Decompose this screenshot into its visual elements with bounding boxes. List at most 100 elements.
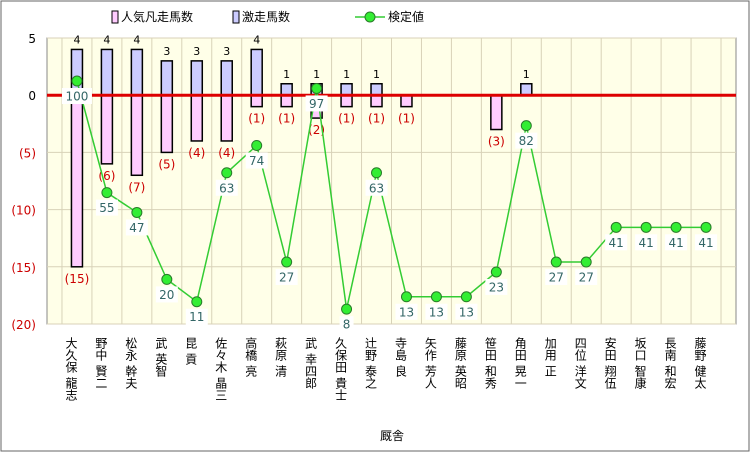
- x-tick-label: 萩原 清: [274, 337, 288, 378]
- point-label: 23: [489, 280, 504, 294]
- bar-label-popular: (1): [398, 112, 415, 126]
- bar-label-upset: 3: [193, 45, 200, 58]
- line-point: [580, 256, 592, 268]
- bar-upset: [370, 83, 383, 96]
- bar-label-upset: 3: [223, 45, 230, 58]
- line-point: [520, 120, 532, 132]
- legend-line-point: [364, 11, 376, 23]
- bar-label-popular: (1): [248, 112, 265, 126]
- point-label-bg: [635, 234, 658, 251]
- x-tick-label: 寺島 良: [393, 337, 407, 378]
- line-point: [131, 206, 143, 218]
- point-label: 41: [609, 236, 624, 250]
- line-point: [430, 291, 442, 303]
- point-label-bg: [485, 278, 508, 295]
- grid: [47, 37, 736, 325]
- x-tick-label: 高橋 亮: [244, 336, 258, 377]
- point-label: 27: [579, 271, 594, 285]
- bar-upset: [250, 48, 263, 96]
- line-path: [76, 80, 707, 310]
- point-label-bg: [575, 269, 598, 286]
- bar-labels: (15)4(6)4(7)4(5)3(4)3(4)3(1)4(1)1(2)1(1)…: [65, 33, 530, 285]
- x-tick-label: 長南 和宏: [663, 337, 677, 390]
- line-point: [341, 303, 353, 315]
- y-tick-label: (5): [19, 146, 36, 160]
- line-point: [670, 221, 682, 233]
- point-label-bg: [545, 269, 568, 286]
- point-label-bg: [339, 316, 354, 333]
- bar-label-popular: (3): [488, 135, 505, 149]
- bar-label-popular: (7): [128, 180, 145, 194]
- bar-label-popular: (2): [308, 123, 325, 137]
- line-point: [371, 167, 383, 179]
- bar-label-upset: 1: [343, 68, 350, 81]
- bar-popular: [280, 94, 293, 108]
- x-tick-label: 昆 貢: [184, 337, 198, 366]
- point-label-bg: [665, 234, 688, 251]
- x-tick-label: 武 英智: [154, 337, 168, 378]
- x-tick-label: 武 幸四郎: [304, 337, 318, 389]
- bar-upset: [100, 48, 114, 96]
- point-label: 27: [279, 271, 294, 285]
- x-tick-label: 矢作 芳人: [423, 337, 437, 389]
- x-tick-label: 角田 晃一: [513, 337, 527, 389]
- line-point: [221, 167, 233, 179]
- bar-label-upset: 1: [373, 68, 380, 81]
- x-tick-label: 笹田 和秀: [483, 337, 497, 389]
- point-label-bg: [155, 286, 178, 303]
- x-tick-label: 佐々木 晶三: [214, 337, 228, 401]
- line-point: [640, 221, 652, 233]
- point-label: 8: [343, 318, 351, 332]
- point-label-bg: [61, 88, 92, 104]
- bar-label-upset: 4: [253, 33, 260, 46]
- point-label: 55: [99, 201, 114, 215]
- point-label: 74: [249, 154, 264, 168]
- bar-label-upset: 4: [103, 33, 110, 46]
- bar-upset: [130, 48, 144, 96]
- point-label-bg: [275, 269, 298, 286]
- bar-upset: [280, 83, 293, 96]
- x-tick-label: 藤原 英昭: [453, 337, 467, 389]
- point-label: 47: [129, 221, 144, 235]
- x-axis: 大久保 龍志 野中 賢二 松永 幹夫 武 英智 昆 貢 佐々木 晶三 高橋 亮 萩原 清 武 幸…: [64, 336, 707, 401]
- line-point: [191, 296, 203, 308]
- bar-label-popular: (5): [158, 157, 175, 171]
- bar-popular: [100, 94, 114, 165]
- y-tick-label: (10): [11, 204, 36, 218]
- bar-label-popular: (1): [368, 112, 385, 126]
- bar-popular: [370, 94, 383, 108]
- bar-popular: [250, 94, 263, 108]
- bar-label-upset: 1: [313, 68, 320, 81]
- bar-popular: [190, 94, 204, 142]
- point-label: 27: [549, 271, 564, 285]
- y-tick-label: 5: [28, 32, 36, 46]
- bar-upset: [520, 83, 533, 96]
- bar-label-popular: (1): [338, 112, 355, 126]
- line-point: [311, 82, 323, 94]
- x-tick-label: 大久保 龍志: [64, 337, 78, 401]
- x-tick-label: 四位 洋文: [573, 337, 587, 389]
- bar-popular: [160, 94, 174, 154]
- x-tick-label: 野中 賢二: [94, 337, 108, 389]
- y-tick-label: (20): [11, 318, 36, 332]
- line-point: [251, 139, 263, 151]
- legend-upset-swatch: [232, 10, 240, 24]
- point-label-bg: [425, 303, 448, 320]
- bar-label-upset: 3: [163, 45, 170, 58]
- point-label-bg: [305, 95, 328, 112]
- line-point: [400, 291, 412, 303]
- point-label-bg: [395, 303, 418, 320]
- line-point: [71, 75, 83, 87]
- x-axis-title: 厩舎: [380, 429, 404, 443]
- bar-popular: [490, 94, 503, 131]
- bar-label-upset: 1: [283, 68, 290, 81]
- line-point: [550, 256, 562, 268]
- point-label-bg: [95, 199, 118, 216]
- line-point: [161, 273, 173, 285]
- bar-upset: [220, 60, 233, 96]
- point-label-bg: [695, 234, 718, 251]
- bar-label-popular: (4): [218, 146, 235, 160]
- point-label-bg: [245, 152, 268, 169]
- legend-popular-label: 人気凡走馬数: [121, 9, 193, 24]
